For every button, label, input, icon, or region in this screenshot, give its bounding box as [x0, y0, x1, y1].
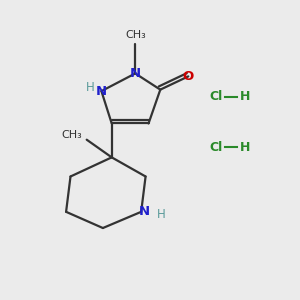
- Text: N: N: [139, 205, 150, 218]
- Text: CH₃: CH₃: [125, 31, 146, 40]
- Text: N: N: [96, 85, 107, 98]
- Text: H: H: [86, 81, 94, 94]
- Text: H: H: [157, 208, 165, 221]
- Text: O: O: [183, 70, 194, 83]
- Text: Cl: Cl: [209, 141, 222, 154]
- Text: H: H: [240, 141, 250, 154]
- Text: Cl: Cl: [209, 91, 222, 103]
- Text: H: H: [240, 91, 250, 103]
- Text: CH₃: CH₃: [61, 130, 82, 140]
- Text: N: N: [130, 67, 141, 80]
